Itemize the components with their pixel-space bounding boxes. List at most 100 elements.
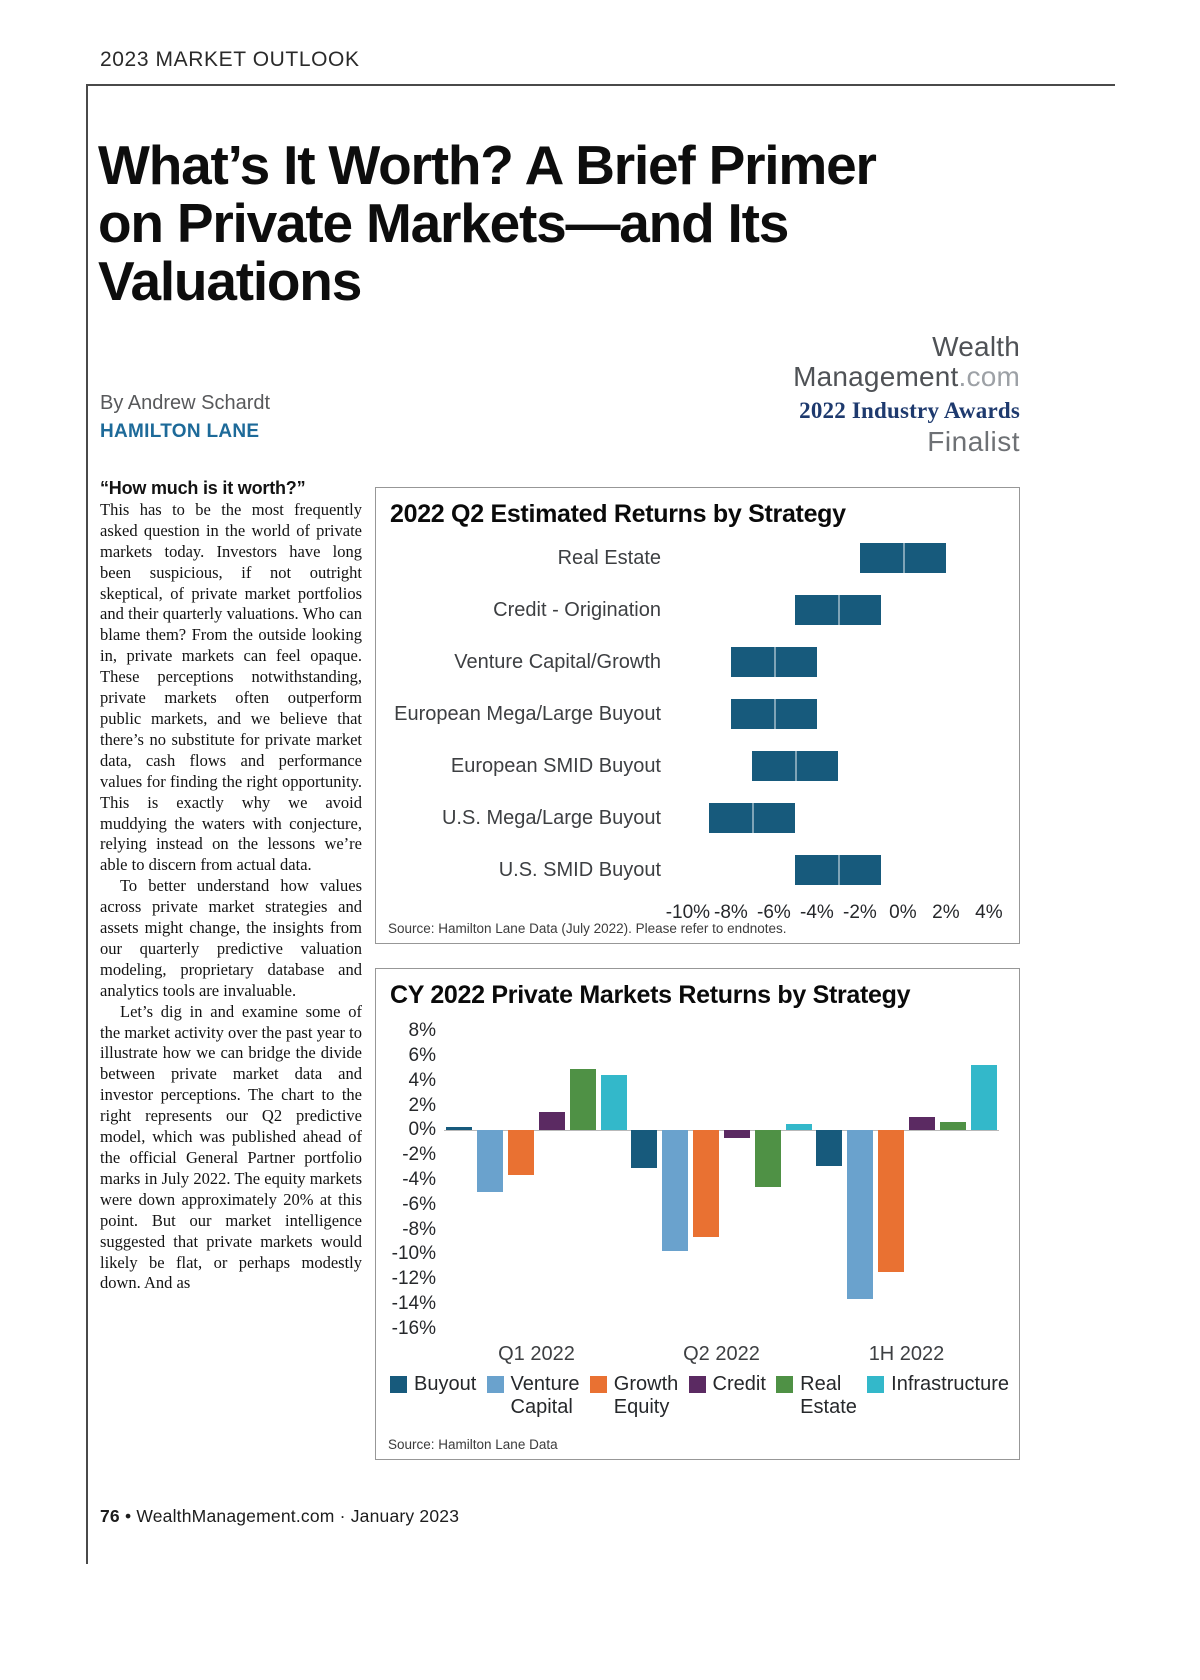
q2-bar-divider [773, 647, 776, 677]
cy-bar-slot [631, 1024, 657, 1336]
q2-chart-row: Real Estate [376, 532, 1019, 584]
brand-wordmark-name: Management [793, 361, 959, 392]
cy-y-tick-label: -10% [391, 1243, 436, 1265]
cy-y-tick-label: -12% [391, 1268, 436, 1290]
legend-label: Growth Equity [613, 1373, 679, 1418]
cy-bar-slot [816, 1024, 842, 1336]
q2-chart-row: Venture Capital/Growth [376, 636, 1019, 688]
cy-chart-group [814, 1024, 999, 1336]
cy-y-tick-label: -4% [402, 1169, 436, 1190]
q2-chart-source: Source: Hamilton Lane Data (July 2022). … [388, 921, 787, 936]
cy-y-tick-label: 4% [408, 1069, 436, 1091]
cy-bar-slot [539, 1024, 565, 1336]
cy-bar-credit [724, 1130, 750, 1138]
q2-x-tick-label: -8% [713, 902, 748, 923]
q2-x-tick-label: 2% [932, 902, 960, 923]
legend-label: Venture Capital [510, 1373, 580, 1418]
cy-bar-venture-capital [662, 1130, 688, 1251]
legend-label: Buyout [414, 1373, 477, 1395]
cy-y-tick-label: 0% [408, 1119, 436, 1141]
q2-bar-divider [752, 803, 755, 833]
wealthmanagement-logo: Wealth Management.com 2022 Industry Awar… [793, 332, 1020, 458]
cy-chart-group [444, 1024, 629, 1336]
cy-y-tick-label: -14% [391, 1292, 436, 1314]
cy-bar-slot [971, 1024, 997, 1336]
legend-swatch [390, 1376, 407, 1393]
q2-bar-area [675, 532, 1019, 584]
brand-wordmark-line2: Management.com [793, 362, 1020, 392]
cy-bar-growth-equity [878, 1130, 904, 1272]
q2-x-tick-label: -2% [842, 902, 877, 923]
article-paragraph-1-text: This has to be the most frequently asked… [100, 499, 362, 875]
q2-range-bar [730, 699, 817, 729]
cy-bar-buyout [446, 1126, 472, 1131]
q2-range-bar [795, 855, 882, 885]
q2-chart-title: 2022 Q2 Estimated Returns by Strategy [390, 500, 846, 528]
cy-y-tick-label: -2% [402, 1144, 436, 1166]
q2-returns-chart: 2022 Q2 Estimated Returns by Strategy Re… [375, 487, 1020, 944]
article-title: What’s It Worth? A Brief Primer on Priva… [98, 136, 1038, 310]
cy-chart-plot [444, 1024, 999, 1336]
cy-chart-xlabels: Q1 2022 Q2 2022 1H 2022 [444, 1343, 999, 1366]
cy-zero-axis-line [444, 1130, 999, 1132]
q2-chart-xaxis: -10% -8% -6% -4% -2% 0% 2% 4% [666, 902, 1019, 928]
top-rule [86, 84, 1115, 86]
cy-y-tick-label: 6% [408, 1045, 436, 1067]
cy-chart-groups [444, 1024, 999, 1336]
q2-category-label: Credit - Origination [493, 598, 661, 621]
cy-bar-slot [570, 1024, 596, 1336]
q2-bar-area [675, 740, 1019, 792]
q2-bar-divider [838, 595, 841, 625]
cy-bar-venture-capital [477, 1130, 503, 1193]
section-kicker: 2023 MARKET OUTLOOK [100, 48, 360, 71]
q2-category-label: Real Estate [557, 546, 661, 569]
q2-chart-row: U.S. SMID Buyout [376, 844, 1019, 896]
cy-y-tick-label: -16% [391, 1317, 436, 1339]
cy-bar-slot [909, 1024, 935, 1336]
cy-y-tick-label: -6% [402, 1193, 436, 1215]
legend-label: Credit [712, 1373, 766, 1395]
cy-bar-slot [724, 1024, 750, 1336]
legend-item: Venture Capital [486, 1373, 580, 1419]
q2-x-tick-label: -4% [799, 902, 834, 923]
cy-bar-slot [508, 1024, 534, 1336]
q2-bar-divider [773, 699, 776, 729]
cy-bar-growth-equity [508, 1130, 534, 1176]
cy-bar-growth-equity [693, 1130, 719, 1237]
q2-x-tick-label: -6% [756, 902, 791, 923]
cy-y-tick-label: 2% [408, 1094, 436, 1116]
cy-bar-venture-capital [847, 1130, 873, 1299]
legend-item: Credit [688, 1373, 766, 1396]
cy-bar-slot [878, 1024, 904, 1336]
q2-bar-area [675, 792, 1019, 844]
cy-bar-buyout [631, 1130, 657, 1168]
q2-bar-area [675, 584, 1019, 636]
byline: By Andrew Schardt [100, 392, 271, 414]
article-lead-quote: “How much is it worth?” [100, 478, 306, 498]
left-rule [86, 84, 88, 1564]
q2-chart-row: Credit - Origination [376, 584, 1019, 636]
cy-bar-slot [755, 1024, 781, 1336]
q2-range-bar [795, 595, 882, 625]
cy-bar-credit [539, 1111, 565, 1131]
cy-bar-slot [601, 1024, 627, 1336]
article-paragraph-2: To better understand how values across p… [100, 876, 362, 1000]
q2-bar-divider [838, 855, 841, 885]
article-title-line: on Private Markets—and Its [98, 192, 789, 254]
legend-swatch [867, 1376, 885, 1393]
q2-x-tick-label: 4% [975, 902, 1003, 923]
cy-chart-legend: Buyout Venture Capital Growth Equity Credit… [390, 1373, 1009, 1419]
q2-range-bar [709, 803, 796, 833]
q2-category-label: European SMID Buyout [450, 754, 661, 777]
finalist-label: Finalist [927, 426, 1020, 457]
cy-bar-slot [662, 1024, 688, 1336]
cy-bar-slot [847, 1024, 873, 1336]
cy-bar-infrastructure [971, 1064, 997, 1131]
cy-bar-slot [477, 1024, 503, 1336]
legend-swatch [589, 1376, 607, 1393]
legend-item: Growth Equity [589, 1373, 679, 1419]
q2-range-bar [730, 647, 817, 677]
legend-label: Infrastructure [891, 1373, 1009, 1395]
q2-category-label: U.S. SMID Buyout [498, 858, 661, 881]
article-body: “How much is it worth?” This has to be th… [100, 478, 362, 1294]
